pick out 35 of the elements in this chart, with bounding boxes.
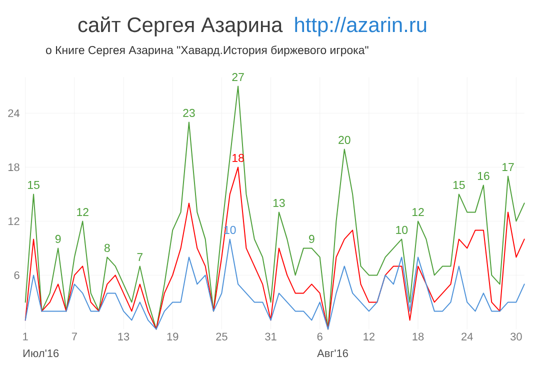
data-label: 13 — [273, 198, 285, 207]
x-tick-label: 13 — [118, 332, 130, 340]
x-tick-label: 24 — [462, 332, 473, 340]
data-label: 10 — [396, 226, 408, 234]
x-tick-label: 12 — [364, 332, 374, 340]
data-label: 9 — [309, 234, 314, 243]
data-label: 15 — [28, 181, 40, 189]
x-tick-label: 1 — [23, 332, 28, 340]
x-tick-label: 19 — [167, 332, 178, 340]
data-label: 12 — [412, 208, 424, 216]
chart-subtitle: о Книге Сергея Азарина "Хавард.История биржевого игрока" — [46, 46, 368, 56]
y-tick-label: 18 — [8, 163, 20, 172]
y-tick-label: 12 — [8, 217, 20, 226]
data-label: 23 — [183, 108, 195, 117]
x-tick-label: 25 — [216, 332, 228, 340]
data-label: 15 — [453, 181, 465, 189]
text: Авг'16 — [317, 349, 348, 358]
x-tick-label: 30 — [510, 332, 522, 340]
x-tick-label: 31 — [265, 332, 276, 340]
data-label: 20 — [338, 136, 350, 144]
data-label: 8 — [104, 244, 110, 252]
data-label: 7 — [137, 253, 142, 261]
y-tick-label: 24 — [8, 109, 20, 118]
y-tick-label: 6 — [14, 271, 20, 280]
text: http://azarin.ru — [295, 16, 426, 36]
text: Июл'16 — [23, 349, 59, 358]
data-label: 9 — [55, 234, 61, 243]
data-label: 16 — [478, 172, 490, 180]
chart-title: сайт Сергея Азарина — [78, 16, 283, 36]
data-label: 27 — [232, 73, 244, 81]
x-tick-label: 6 — [317, 332, 322, 340]
x-tick-label: 7 — [72, 332, 77, 340]
x-tick-label: 18 — [412, 332, 424, 340]
data-label: 12 — [77, 208, 88, 216]
data-label: 17 — [502, 163, 514, 171]
